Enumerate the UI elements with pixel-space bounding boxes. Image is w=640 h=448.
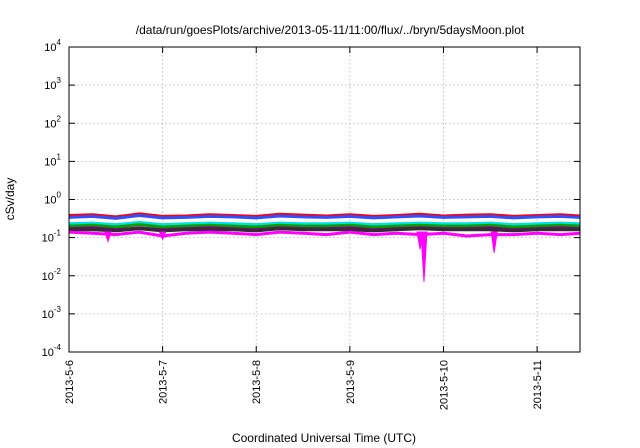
y-tick-exponent: -3	[54, 305, 62, 314]
y-tick-base: 10	[44, 118, 56, 130]
y-tick-label: 10-2	[42, 267, 62, 283]
y-tick-exponent: -2	[54, 267, 62, 276]
series-line-3	[68, 223, 581, 229]
y-tick-base: 10	[44, 195, 56, 207]
series-dip-4	[158, 231, 167, 241]
y-tick-base: 10	[42, 271, 54, 283]
series-layer	[68, 212, 581, 282]
y-tick-exponent: -4	[54, 343, 62, 352]
x-tick-label: 2013-5-8	[251, 360, 263, 404]
y-tick-label: 10-1	[42, 229, 62, 245]
y-tick-label: 104	[44, 38, 61, 54]
series-line-2	[68, 221, 581, 227]
x-tick-label: 2013-5-6	[64, 360, 76, 404]
y-tick-exponent: 2	[57, 114, 62, 123]
y-tick-base: 10	[44, 156, 56, 168]
x-axis-label: Coordinated Universal Time (UTC)	[232, 431, 416, 445]
y-tick-base: 10	[44, 42, 56, 54]
series-dip-1	[420, 231, 428, 282]
x-tick-label: 2013-5-11	[532, 360, 544, 409]
series-dip-2	[490, 231, 498, 253]
y-tick-label: 102	[44, 114, 61, 130]
y-tick-exponent: 1	[57, 152, 62, 161]
series-line-6	[68, 230, 581, 238]
chart-title: /data/run/goesPlots/archive/2013-05-11/1…	[136, 23, 525, 37]
y-tick-exponent: -1	[54, 229, 62, 238]
x-tick-label: 2013-5-10	[438, 360, 450, 410]
x-tick-label: 2013-5-7	[158, 360, 170, 404]
y-tick-exponent: 3	[57, 76, 62, 85]
series-line-5	[69, 227, 580, 233]
y-tick-label: 101	[44, 152, 61, 168]
y-tick-base: 10	[42, 347, 54, 359]
x-tick-label: 2013-5-9	[345, 360, 357, 404]
y-tick-base: 10	[42, 309, 54, 321]
y-tick-label: 103	[44, 76, 61, 92]
y-tick-base: 10	[42, 233, 54, 245]
y-axis-label: cSv/day	[3, 178, 17, 221]
y-tick-label: 10-3	[42, 305, 62, 321]
y-tick-label: 100	[44, 191, 61, 207]
y-tick-exponent: 4	[57, 38, 62, 47]
y-tick-label: 10-4	[42, 343, 62, 359]
y-tick-exponent: 0	[57, 191, 62, 200]
y-tick-base: 10	[44, 80, 56, 92]
x-axis: 2013-5-6 2013-5-7 2013-5-8 2013-5-9 2013-5-1…	[64, 47, 544, 410]
grid	[68, 46, 580, 353]
series-line-1	[68, 214, 581, 220]
series-dip-3	[104, 231, 112, 243]
